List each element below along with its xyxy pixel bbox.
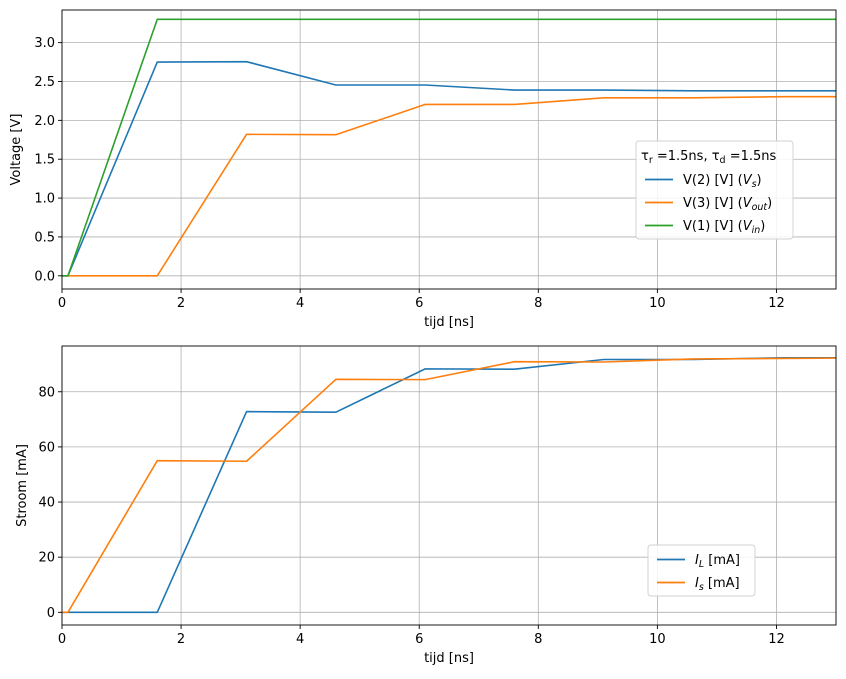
legend: IL [mA]Is [mA] xyxy=(647,544,756,597)
y-tick-label: 0 xyxy=(47,606,55,621)
subplot-2: 0 2 4 6 8 10 12 0 20 40 60 80 tijd [ns] Stroom [mA] IL… xyxy=(15,345,837,666)
y-ticks: 0 20 40 60 80 xyxy=(38,385,62,621)
y-tick-label: 3.0 xyxy=(34,36,55,51)
x-tick-label: 10 xyxy=(649,632,666,647)
series-line-2 xyxy=(62,357,836,614)
legend-label-var: V xyxy=(743,173,753,188)
legend-label-sub: s xyxy=(752,179,757,190)
y-tick-label: 0.5 xyxy=(34,230,55,245)
legend-title-eq-r: =1.5ns, xyxy=(653,149,712,164)
x-tick-label: 4 xyxy=(296,296,304,311)
legend-label-close: ) xyxy=(760,219,765,234)
legend-label-var: V xyxy=(743,196,753,211)
y-tick-label: 2.0 xyxy=(34,114,55,129)
legend-label-sub: out xyxy=(752,202,769,213)
y-tick-label: 0.0 xyxy=(34,269,55,284)
legend-label-sub: s xyxy=(699,582,704,593)
x-axis-label: tijd [ns] xyxy=(424,651,474,666)
y-ticks: 0.0 0.5 1.0 1.5 2.0 2.5 3.0 xyxy=(34,36,62,284)
series-lines xyxy=(62,357,836,614)
y-axis-label: Stroom [mA] xyxy=(15,444,30,527)
series-lines xyxy=(62,18,836,277)
legend-label-var: V xyxy=(743,219,753,234)
legend-title-sub-r: r xyxy=(649,155,653,166)
y-tick-label: 1.5 xyxy=(34,153,55,168)
x-tick-label: 12 xyxy=(768,296,785,311)
series-line-2 xyxy=(62,95,836,277)
legend-label-sub: L xyxy=(699,559,704,570)
legend-label-base: V(3) [V] ( xyxy=(683,196,743,211)
legend-title-tau-r: τ xyxy=(641,149,649,164)
legend-box xyxy=(635,140,794,240)
x-tick-label: 2 xyxy=(177,632,185,647)
x-ticks: 0 2 4 6 8 10 12 xyxy=(58,289,785,311)
y-tick-label: 20 xyxy=(38,551,55,566)
x-tick-label: 2 xyxy=(177,296,185,311)
legend-label-rest: [mA] xyxy=(704,553,740,568)
legend-label-1: IL [mA] xyxy=(695,553,740,570)
legend-label-3: V(1) [V] (Vin) xyxy=(683,219,765,236)
x-tick-label: 4 xyxy=(296,632,304,647)
x-tick-label: 10 xyxy=(649,296,666,311)
series-line-1 xyxy=(62,60,836,277)
legend-label-var: I xyxy=(695,553,699,568)
x-tick-label: 12 xyxy=(768,632,785,647)
x-axis-label: tijd [ns] xyxy=(424,315,474,330)
legend-title-sub-d: d xyxy=(720,155,726,166)
axes-frame xyxy=(61,9,837,290)
legend-label-base: V(2) [V] ( xyxy=(683,173,743,188)
axes-frame xyxy=(61,345,837,626)
x-tick-label: 0 xyxy=(58,632,66,647)
y-tick-label: 80 xyxy=(38,385,55,400)
legend-label-base: V(1) [V] ( xyxy=(683,219,743,234)
legend-label-close: ) xyxy=(767,196,772,211)
x-tick-label: 8 xyxy=(534,296,542,311)
legend-title-eq-d: =1.5ns xyxy=(726,149,777,164)
x-tick-label: 0 xyxy=(58,296,66,311)
y-tick-label: 2.5 xyxy=(34,75,55,90)
y-tick-label: 1.0 xyxy=(34,192,55,207)
x-tick-label: 6 xyxy=(415,632,423,647)
legend-label-sub: in xyxy=(752,225,761,236)
x-tick-label: 6 xyxy=(415,296,423,311)
y-tick-label: 60 xyxy=(38,440,55,455)
y-tick-label: 40 xyxy=(38,496,55,511)
legend-label-var: I xyxy=(695,576,699,591)
subplot-1: 0 2 4 6 8 10 12 0.0 0.5 1.0 1.5 2.0 2.5 3.0 tijd [ns] V… xyxy=(9,9,837,330)
legend-title-tau-d: τ xyxy=(712,149,720,164)
legend-label-1: V(2) [V] (Vs) xyxy=(683,173,762,190)
x-tick-label: 8 xyxy=(534,632,542,647)
series-line-3 xyxy=(62,18,836,277)
legend-title: τr =1.5ns, τd =1.5ns xyxy=(641,149,777,166)
y-axis-label: Voltage [V] xyxy=(9,114,24,186)
legend-label-close: ) xyxy=(757,173,762,188)
legend-label-rest: [mA] xyxy=(704,576,740,591)
legend-label-2: Is [mA] xyxy=(695,576,740,593)
x-ticks: 0 2 4 6 8 10 12 xyxy=(58,625,785,647)
legend-label-2: V(3) [V] (Vout) xyxy=(683,196,772,213)
